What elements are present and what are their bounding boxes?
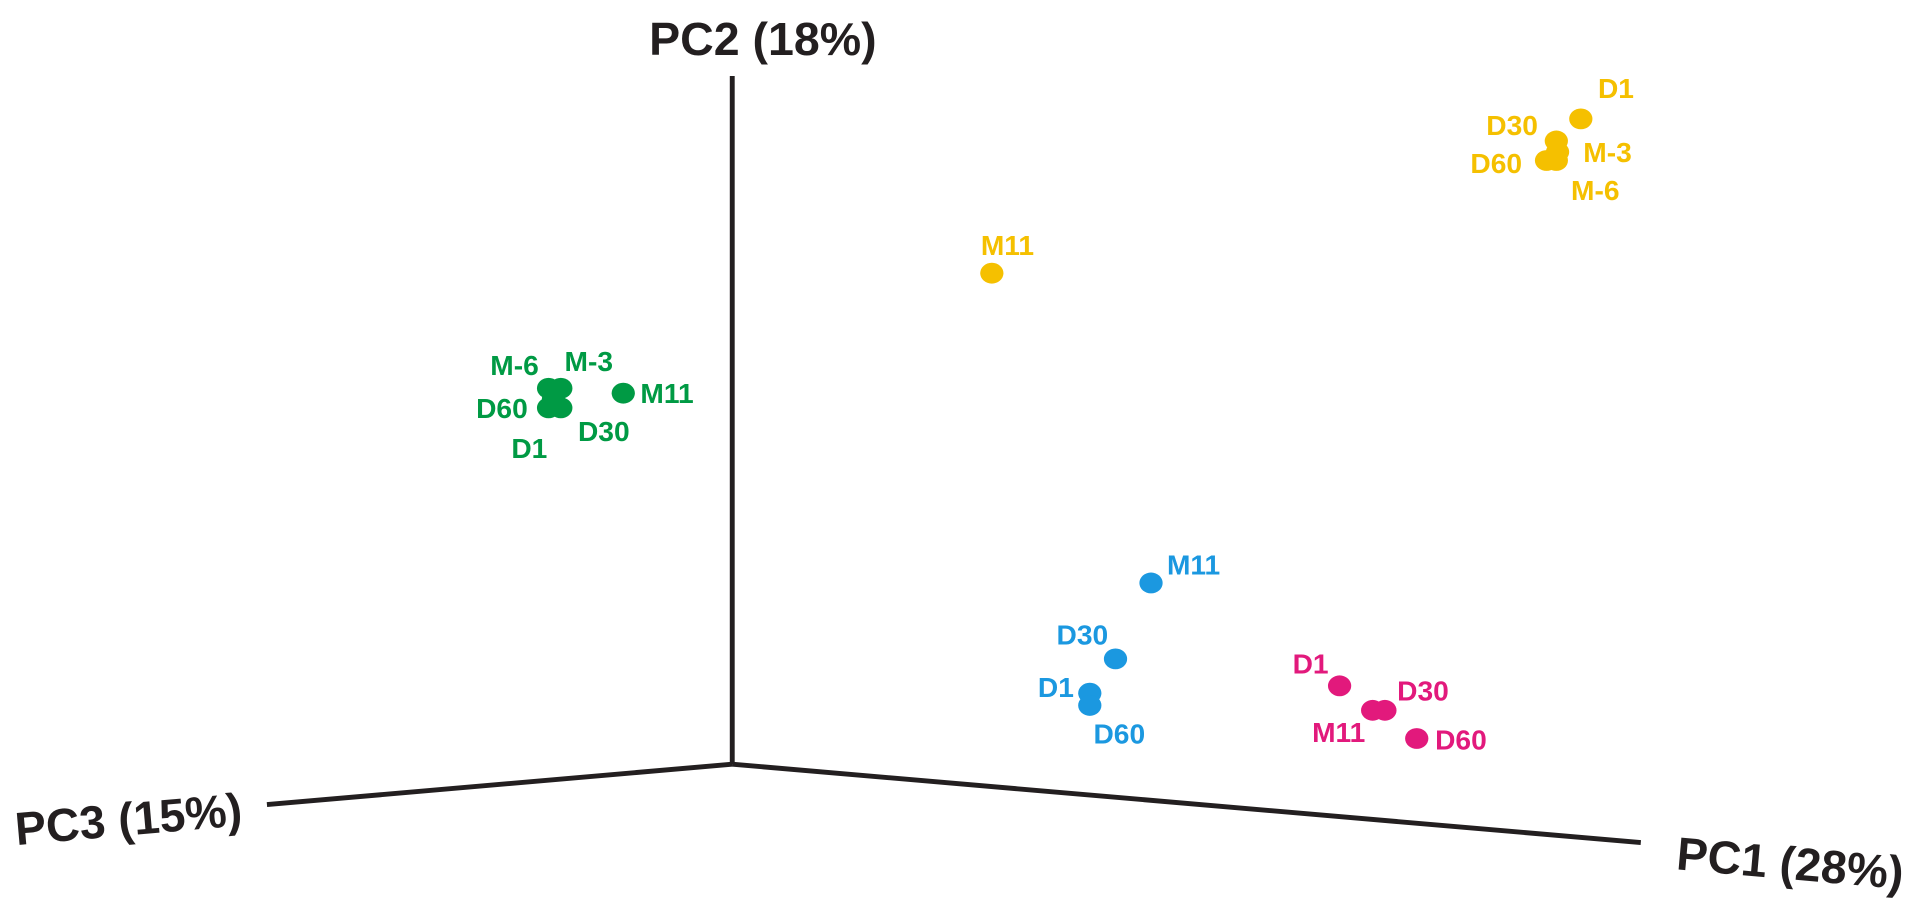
- sample-label: M-6: [1571, 175, 1620, 206]
- sample-label: D30: [1397, 676, 1449, 707]
- sample-point: [980, 262, 1004, 284]
- sample-label: D60: [1435, 725, 1487, 756]
- sample-point: [1103, 648, 1128, 670]
- pc3-axis: [266, 761, 733, 808]
- sample-label: M-3: [1583, 137, 1632, 168]
- pc3-label: PC3 (15%): [13, 783, 244, 855]
- sample-label: D1: [1293, 649, 1329, 680]
- sample-point: [1405, 728, 1429, 749]
- sample-point: [541, 388, 566, 410]
- sample-label: M11: [1167, 549, 1220, 580]
- sample-label: D1: [511, 433, 547, 464]
- sample-point: [1078, 695, 1102, 716]
- sample-label: D30: [1057, 619, 1109, 650]
- sample-point: [1544, 150, 1568, 171]
- sample-label: D30: [578, 416, 630, 447]
- sample-label: M-3: [564, 346, 613, 377]
- sample-point: [611, 382, 635, 404]
- sample-label: D60: [1470, 148, 1522, 179]
- sample-label: M11: [981, 230, 1034, 261]
- sample-label: M-6: [490, 350, 539, 381]
- sample-label: D30: [1486, 110, 1538, 141]
- pc2-label: PC2 (18%): [649, 13, 877, 65]
- sample-label: D1: [1038, 672, 1074, 703]
- sample-point: [1327, 675, 1352, 697]
- sample-label: D60: [1093, 718, 1145, 749]
- sample-label: D60: [476, 393, 528, 424]
- sample-point: [1569, 108, 1593, 130]
- pc1-axis: [732, 761, 1642, 846]
- pc1-label: PC1 (28%): [1675, 827, 1906, 899]
- sample-point: [1139, 572, 1163, 594]
- sample-point: [1361, 699, 1385, 721]
- sample-label: M11: [1312, 717, 1365, 748]
- sample-label: M11: [640, 378, 693, 409]
- sample-label: D1: [1598, 73, 1634, 104]
